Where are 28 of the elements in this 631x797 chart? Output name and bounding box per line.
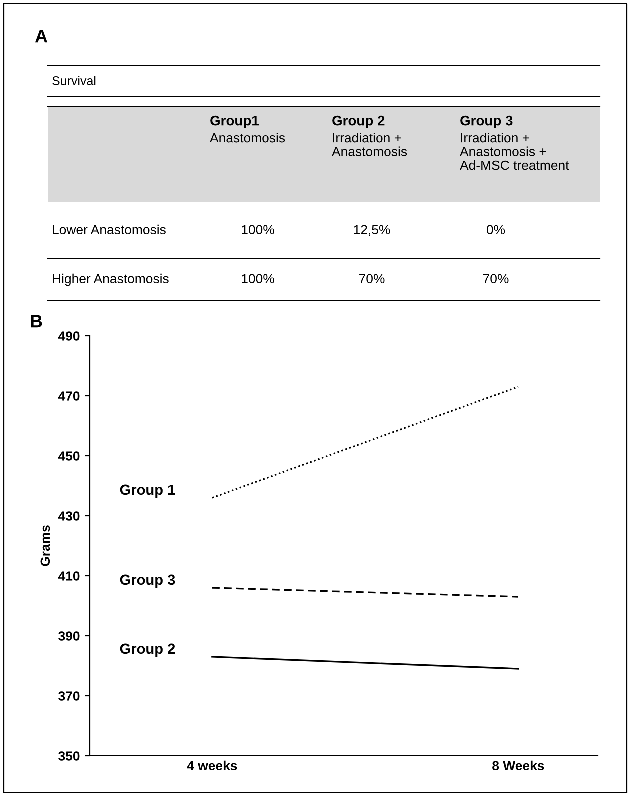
text: B xyxy=(31,315,42,328)
text: 100% xyxy=(242,274,274,284)
text: 70% xyxy=(359,274,385,284)
y-tick-label: 470 xyxy=(58,392,80,401)
y-tick-label: 430 xyxy=(58,512,80,521)
text: Group 2 xyxy=(120,644,176,657)
category-label: Group 3 Irradiation + Anastomosis + Ad-MSC treatment xyxy=(460,116,570,170)
category-label: Lower Anastomosis xyxy=(53,224,166,235)
y-tick-label: 490 xyxy=(58,332,80,341)
category-label: Group 2 Irradiation + Anastomosis xyxy=(332,116,408,156)
y-axis-title: Grams xyxy=(40,526,50,566)
text: A xyxy=(35,30,48,43)
text: Group 3 xyxy=(120,574,176,588)
text: Group 1 xyxy=(120,484,176,498)
y-tick-label: 370 xyxy=(58,692,80,701)
text: 100% xyxy=(242,225,274,235)
x-tick-label: 8 Weeks xyxy=(492,760,544,771)
text: 70% xyxy=(483,274,509,284)
y-tick-label: 350 xyxy=(58,752,80,761)
text: Survival xyxy=(52,76,96,86)
x-tick-label: 4 weeks xyxy=(187,760,238,771)
category-label: Higher Anastomosis xyxy=(53,274,169,286)
text: 0% xyxy=(486,225,506,235)
category-label: Group1 Anastomosis xyxy=(210,116,286,143)
y-tick-label: 410 xyxy=(58,572,80,581)
y-tick-label: 390 xyxy=(58,632,80,641)
y-tick-label: 450 xyxy=(58,452,80,461)
text: 12,5% xyxy=(354,225,390,236)
